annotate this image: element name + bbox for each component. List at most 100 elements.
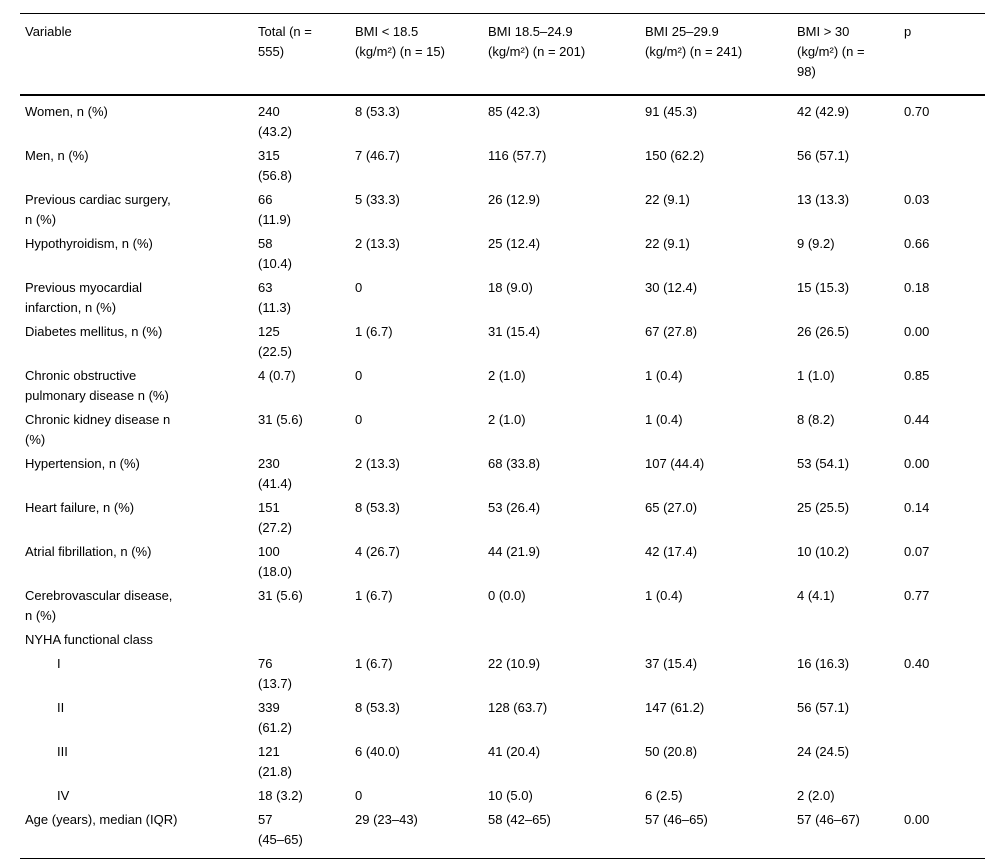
cell-total: 240 (43.2) [258, 104, 292, 139]
cell-bmi3: 37 (15.4) [645, 656, 698, 671]
cell-bmi3: 57 (46–65) [645, 812, 708, 827]
cell-bmi2: 0 (0.0) [488, 588, 526, 603]
cell-bmi4: 4 (4.1) [797, 588, 835, 603]
cell-bmi3: 1 (0.4) [645, 412, 683, 427]
cell-bmi3: 147 (61.2) [645, 700, 705, 715]
cell-bmi2: 25 (12.4) [488, 236, 541, 251]
cell-bmi2: 44 (21.9) [488, 544, 541, 559]
cell-total: 315 (56.8) [258, 148, 292, 183]
cell-bmi1: 7 (46.7) [355, 148, 400, 163]
cell-p: 0.03 [904, 192, 930, 207]
table-row: Heart failure, n (%) 151 (27.2) 8 (53.3) 53… [20, 496, 985, 540]
cell-p: 0.66 [904, 236, 930, 251]
cell-bmi1: 6 (40.0) [355, 744, 400, 759]
cell-bmi4 [797, 628, 904, 652]
cell-bmi1: 4 (26.7) [355, 544, 400, 559]
cell-bmi4: 16 (16.3) [797, 656, 850, 671]
table-row: Age (years), median (IQR) 57 (45–65) 29 (2… [20, 808, 985, 859]
cell-total: 125 (22.5) [258, 324, 292, 359]
cell-variable: Heart failure, n (%) [25, 500, 135, 515]
cell-bmi2: 41 (20.4) [488, 744, 541, 759]
cell-bmi1: 1 (6.7) [355, 588, 393, 603]
cell-p: 0.44 [904, 412, 930, 427]
cell-p: 0.18 [904, 280, 930, 295]
cell-bmi4: 26 (26.5) [797, 324, 850, 339]
cell-bmi4: 57 (46–67) [797, 812, 860, 827]
cell-bmi1: 0 [355, 280, 363, 295]
table-row: IV 18 (3.2) 0 10 (5.0) 6 (2.5) 2 (2.0) [20, 784, 985, 808]
cell-bmi4: 56 (57.1) [797, 148, 850, 163]
col-header-bmi4: BMI > 30 (kg/m²) (n = 98) [797, 13, 904, 96]
cell-bmi1: 2 (13.3) [355, 456, 400, 471]
cell-variable: Hypothyroidism, n (%) [25, 236, 153, 251]
cell-bmi4: 8 (8.2) [797, 412, 835, 427]
cell-total: 57 (45–65) [258, 812, 303, 847]
cell-bmi3: 91 (45.3) [645, 104, 698, 119]
cell-bmi1: 2 (13.3) [355, 236, 400, 251]
cell-variable: I [57, 656, 61, 671]
col-header-bmi3: BMI 25–29.9 (kg/m²) (n = 241) [645, 13, 797, 96]
table-row: Hypertension, n (%) 230 (41.4) 2 (13.3) 68 … [20, 452, 985, 496]
cell-variable: Cerebrovascular disease, n (%) [25, 588, 173, 623]
cell-bmi2: 10 (5.0) [488, 788, 533, 803]
table-row: Chronic obstructive pulmonary disease n … [20, 364, 985, 408]
col-header-p: p [904, 13, 985, 96]
cell-p: 0.07 [904, 544, 930, 559]
table-row: Previous myocardial infarction, n (%) 63 … [20, 276, 985, 320]
cell-p: 0.40 [904, 656, 930, 671]
cell-variable: Age (years), median (IQR) [25, 812, 178, 827]
cell-bmi2: 18 (9.0) [488, 280, 533, 295]
cell-bmi1: 1 (6.7) [355, 656, 393, 671]
cell-p: 0.85 [904, 368, 930, 383]
cell-variable: Men, n (%) [25, 148, 89, 163]
col-header-total: Total (n = 555) [258, 13, 355, 96]
cell-bmi3: 1 (0.4) [645, 368, 683, 383]
bmi-characteristics-table: Variable Total (n = 555) BMI < 18.5 (kg/m²… [20, 13, 985, 859]
cell-bmi2: 22 (10.9) [488, 656, 541, 671]
cell-bmi3: 67 (27.8) [645, 324, 698, 339]
cell-bmi3: 50 (20.8) [645, 744, 698, 759]
table-row: NYHA functional class [20, 628, 985, 652]
cell-bmi4: 9 (9.2) [797, 236, 835, 251]
cell-bmi3: 107 (44.4) [645, 456, 705, 471]
col-header-variable: Variable [20, 13, 258, 96]
cell-variable: NYHA functional class [25, 632, 153, 647]
cell-bmi1: 8 (53.3) [355, 104, 400, 119]
cell-total: 18 (3.2) [258, 788, 303, 803]
cell-p: 0.77 [904, 588, 930, 603]
table-row: I 76 (13.7) 1 (6.7) 22 (10.9) 37 (15.4) 16 (1… [20, 652, 985, 696]
cell-bmi1 [355, 628, 488, 652]
cell-variable: Hypertension, n (%) [25, 456, 140, 471]
cell-bmi2: 128 (63.7) [488, 700, 548, 715]
cell-bmi3: 1 (0.4) [645, 588, 683, 603]
cell-bmi4: 10 (10.2) [797, 544, 850, 559]
cell-variable: IV [57, 788, 70, 803]
cell-bmi1: 0 [355, 788, 363, 803]
table-row: Previous cardiac surgery, n (%) 66 (11.9)… [20, 188, 985, 232]
table-row: Diabetes mellitus, n (%) 125 (22.5) 1 (6.7… [20, 320, 985, 364]
table-row: Cerebrovascular disease, n (%) 31 (5.6) 1 … [20, 584, 985, 628]
table-row: Atrial fibrillation, n (%) 100 (18.0) 4 (2… [20, 540, 985, 584]
cell-bmi4: 53 (54.1) [797, 456, 850, 471]
cell-p [904, 144, 985, 188]
cell-variable: Diabetes mellitus, n (%) [25, 324, 163, 339]
cell-total: 63 (11.3) [258, 280, 291, 315]
cell-p: 0.70 [904, 104, 930, 119]
cell-p [904, 628, 985, 652]
cell-variable: II [57, 700, 65, 715]
cell-bmi2: 53 (26.4) [488, 500, 541, 515]
cell-bmi3: 6 (2.5) [645, 788, 683, 803]
cell-bmi2: 58 (42–65) [488, 812, 551, 827]
cell-variable: Atrial fibrillation, n (%) [25, 544, 152, 559]
table-row: III 121 (21.8) 6 (40.0) 41 (20.4) 50 (20.8) 2… [20, 740, 985, 784]
cell-bmi1: 29 (23–43) [355, 812, 418, 827]
cell-variable: Previous myocardial infarction, n (%) [25, 280, 143, 315]
table-row: II 339 (61.2) 8 (53.3) 128 (63.7) 147 (61.2)… [20, 696, 985, 740]
cell-bmi3: 42 (17.4) [645, 544, 698, 559]
cell-bmi3: 150 (62.2) [645, 148, 705, 163]
cell-p [904, 696, 985, 740]
cell-bmi2: 26 (12.9) [488, 192, 541, 207]
cell-p: 0.00 [904, 812, 930, 827]
cell-total: 100 (18.0) [258, 544, 292, 579]
